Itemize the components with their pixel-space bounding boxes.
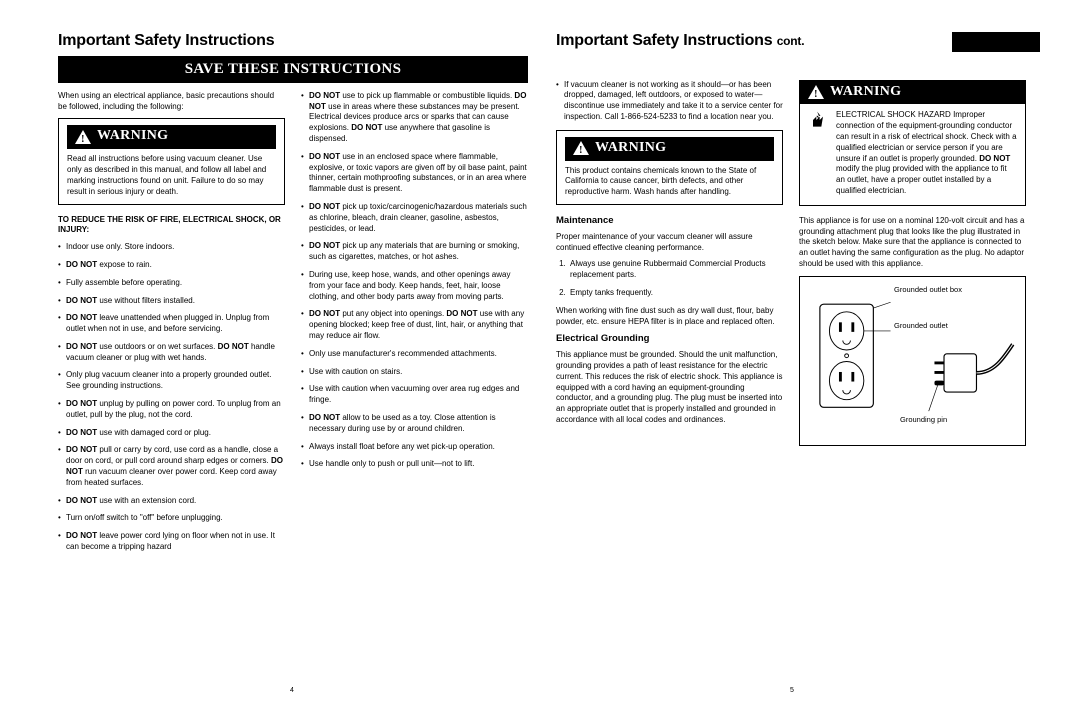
list-item: Always install float before any wet pick…	[301, 442, 528, 453]
list-item: Only plug vacuum cleaner into a properly…	[58, 370, 285, 392]
warning-triangle-icon: !	[75, 130, 91, 144]
safety-list-2: DO NOT use to pick up flammable or combu…	[301, 91, 528, 470]
list-item: DO NOT pick up toxic/carcinogenic/hazard…	[301, 202, 528, 234]
safety-list-3: If vacuum cleaner is not working as it s…	[556, 80, 783, 123]
warning-triangle-icon: !	[573, 141, 589, 155]
warning-box-1: ! WARNING Read all instructions before u…	[58, 118, 285, 204]
list-item: DO NOT use with damaged cord or plug.	[58, 428, 285, 439]
maintenance-after: When working with fine dust such as dry …	[556, 306, 783, 328]
list-item: DO NOT pull or carry by cord, use cord a…	[58, 445, 285, 488]
list-item: Fully assemble before operating.	[58, 278, 285, 289]
list-item: DO NOT pick up any materials that are bu…	[301, 241, 528, 263]
warning-box-2: ! WARNING This product contains chemical…	[556, 130, 783, 205]
document-spread: Important Safety Instructions SAVE THESE…	[0, 0, 1080, 580]
fig-label-a: Grounded outlet box	[894, 285, 962, 294]
list-item: DO NOT leave power cord lying on floor w…	[58, 531, 285, 553]
list-item: Always use genuine Rubbermaid Commercial…	[568, 259, 783, 281]
warning-label-1: WARNING	[97, 127, 168, 146]
list-item: Indoor use only. Store indoors.	[58, 242, 285, 253]
outlet-diagram	[808, 287, 1017, 435]
right-col-1: If vacuum cleaner is not working as it s…	[556, 80, 783, 446]
left-col-2: DO NOT use to pick up flammable or combu…	[301, 91, 528, 560]
list-item: DO NOT use without filters installed.	[58, 296, 285, 307]
list-item: Turn on/off switch to "off" before unplu…	[58, 513, 285, 524]
voltage-para: This appliance is for use on a nominal 1…	[799, 216, 1026, 270]
warning-bar-1: ! WARNING	[67, 125, 276, 149]
warning-bar-2: ! WARNING	[565, 137, 774, 161]
shock-hand-icon	[808, 110, 828, 130]
outlet-figure: Grounded outlet box Grounded outlet Grou…	[799, 276, 1026, 446]
page-corner-block	[952, 32, 1040, 52]
shock-body: ELECTRICAL SHOCK HAZARD Improper connect…	[836, 110, 1017, 196]
list-item: Only use manufacturer's recommended atta…	[301, 349, 528, 360]
list-item: DO NOT allow to be used as a toy. Close …	[301, 413, 528, 435]
list-item: Use with caution on stairs.	[301, 367, 528, 378]
list-item: If vacuum cleaner is not working as it s…	[556, 80, 783, 123]
list-item: DO NOT use outdoors or on wet surfaces. …	[58, 342, 285, 364]
page-number-left: 4	[290, 686, 294, 695]
electrical-heading: Electrical Grounding	[556, 333, 783, 346]
list-item: Empty tanks frequently.	[568, 288, 783, 299]
list-item: Use handle only to push or pull unit—not…	[301, 459, 528, 470]
save-instructions-bar: SAVE THESE INSTRUCTIONS	[58, 56, 528, 83]
fig-label-b: Grounded outlet	[894, 321, 948, 331]
fig-label-c: Grounding pin	[900, 415, 947, 425]
warning-box-3: ! WARNING ELECTRICAL SHOCK HAZARD Improp…	[799, 80, 1026, 206]
list-item: Use with caution when vacuuming over are…	[301, 384, 528, 406]
maintenance-heading: Maintenance	[556, 215, 783, 228]
svg-text:!: !	[81, 134, 85, 144]
svg-text:!: !	[579, 145, 583, 155]
warning-body-2: This product contains chemicals known to…	[565, 166, 774, 198]
list-item: During use, keep hose, wands, and other …	[301, 270, 528, 302]
maintenance-para: Proper maintenance of your vaccum cleane…	[556, 232, 783, 254]
warning-bar-3: ! WARNING	[800, 81, 1025, 105]
list-item: DO NOT unplug by pulling on power cord. …	[58, 399, 285, 421]
warning-triangle-icon: !	[808, 85, 824, 99]
list-item: DO NOT use in an enclosed space where fl…	[301, 152, 528, 195]
svg-text:!: !	[814, 89, 818, 99]
left-col-1: When using an electrical appliance, basi…	[58, 91, 285, 560]
safety-list-1: Indoor use only. Store indoors. DO NOT ex…	[58, 242, 285, 553]
warning-label-2: WARNING	[595, 139, 666, 158]
page-number-right: 5	[790, 686, 794, 695]
intro-text: When using an electrical appliance, basi…	[58, 91, 285, 113]
warning-body-1: Read all instructions before using vacuu…	[67, 154, 276, 197]
right-page: Important Safety Instructions cont. If v…	[556, 30, 1026, 560]
left-page: Important Safety Instructions SAVE THESE…	[58, 30, 528, 560]
electrical-para: This appliance must be grounded. Should …	[556, 350, 783, 426]
risk-heading: TO REDUCE THE RISK OF FIRE, ELECTRICAL S…	[58, 215, 285, 237]
right-col-2: ! WARNING ELECTRICAL SHOCK HAZARD Improp…	[799, 80, 1026, 446]
list-item: DO NOT use to pick up flammable or combu…	[301, 91, 528, 145]
list-item: DO NOT leave unattended when plugged in.…	[58, 313, 285, 335]
list-item: DO NOT expose to rain.	[58, 260, 285, 271]
list-item: DO NOT use with an extension cord.	[58, 496, 285, 507]
left-page-title: Important Safety Instructions	[58, 30, 528, 52]
maintenance-list: Always use genuine Rubbermaid Commercial…	[556, 259, 783, 298]
list-item: DO NOT put any object into openings. DO …	[301, 309, 528, 341]
warning-label-3: WARNING	[830, 83, 901, 102]
